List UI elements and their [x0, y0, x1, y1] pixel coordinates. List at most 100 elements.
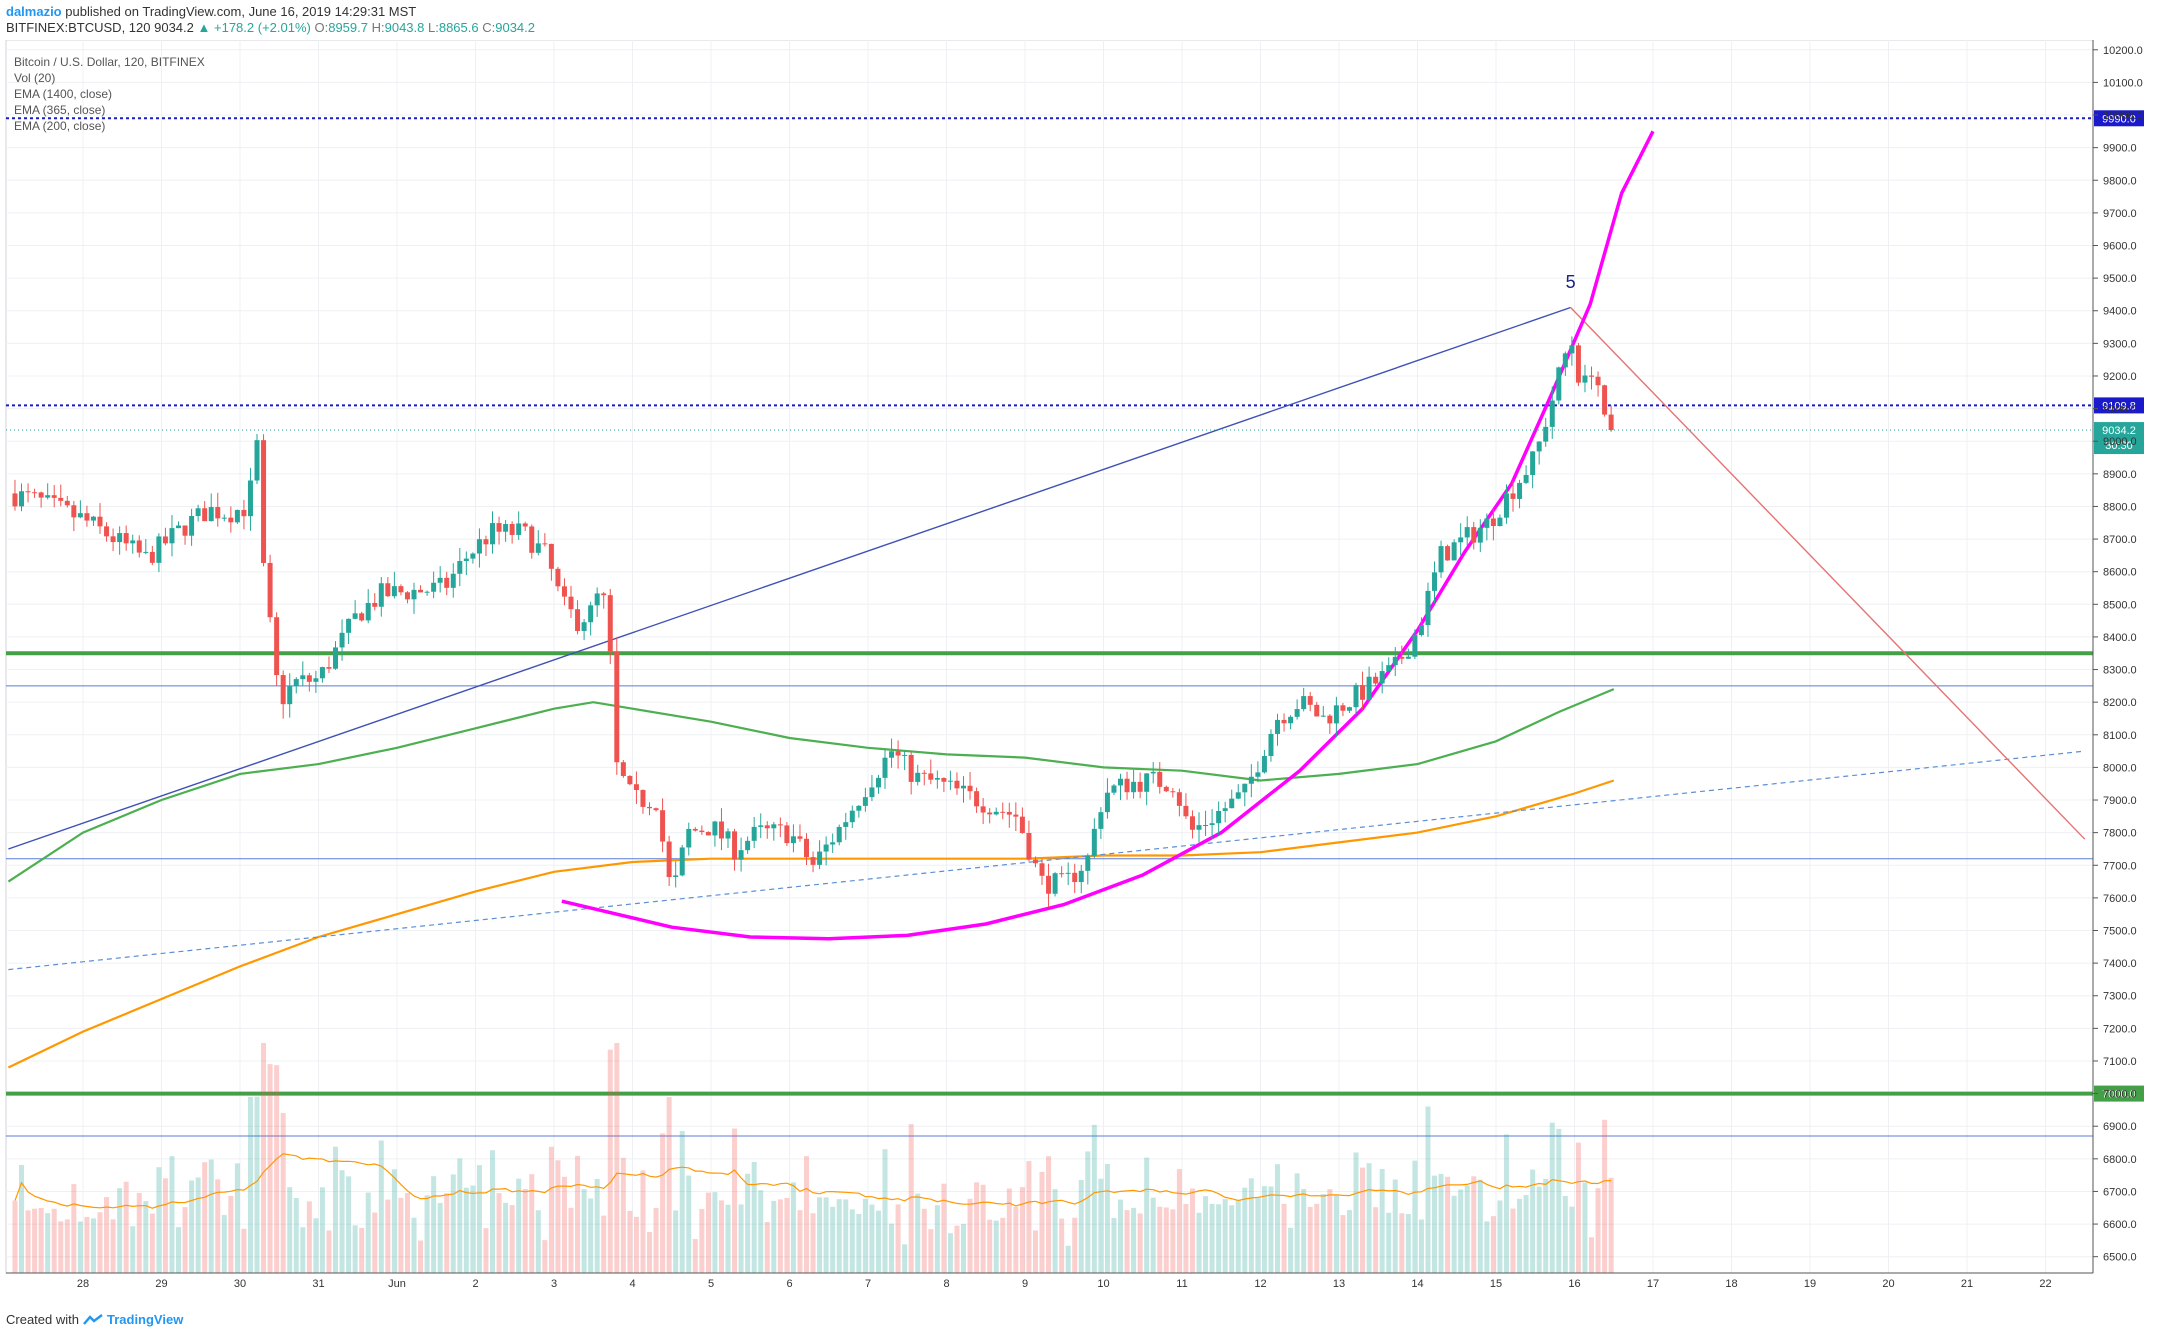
- candle-body: [1059, 873, 1065, 875]
- candle-body: [1026, 833, 1032, 860]
- candle-body: [758, 825, 764, 827]
- volume-bar: [1484, 1221, 1490, 1273]
- volume-bar: [418, 1240, 424, 1273]
- volume-bar: [849, 1209, 855, 1273]
- candle-body: [503, 524, 509, 532]
- candle-body: [19, 491, 25, 507]
- candle-body: [993, 811, 999, 815]
- volume-bar: [149, 1213, 155, 1273]
- volume-bar: [869, 1204, 875, 1273]
- time-tick-label: 8: [943, 1278, 949, 1290]
- volume-bar: [1327, 1189, 1333, 1273]
- candle-body: [339, 632, 345, 648]
- price-tick-label: 6600.0: [2103, 1219, 2137, 1231]
- candle-body: [1589, 375, 1595, 377]
- volume-bar: [535, 1210, 541, 1273]
- volume-bar: [1340, 1215, 1346, 1273]
- candle-body: [653, 808, 659, 811]
- candle-body: [267, 562, 273, 618]
- candle-body: [326, 667, 332, 669]
- time-axis[interactable]: 28 29 30 31 Jun 2 3 4 5 6 7 8 9 10 11 12 13 14 15 16 17 18 19 2…: [6, 1272, 2093, 1290]
- candle-body: [516, 523, 522, 535]
- candle-body: [712, 821, 718, 836]
- candle-body: [104, 526, 110, 537]
- candle-body: [679, 847, 685, 876]
- author-name[interactable]: dalmazio: [6, 4, 62, 19]
- ema-200-line[interactable]: [7, 688, 1615, 883]
- candle-body: [732, 831, 738, 860]
- volume-bar: [843, 1199, 849, 1273]
- volume-bar: [1602, 1119, 1608, 1273]
- candle-body: [12, 493, 18, 507]
- volume-bar: [378, 1140, 384, 1273]
- candle-body: [1111, 785, 1117, 793]
- volume-bar: [221, 1215, 227, 1273]
- volume-bar: [208, 1159, 214, 1273]
- rising-trendline[interactable]: [8, 306, 1571, 850]
- candle-body: [385, 583, 391, 597]
- candle-body: [333, 647, 339, 669]
- candle-body: [182, 525, 188, 536]
- candle-body: [234, 509, 240, 523]
- candle-body: [1549, 400, 1555, 427]
- volume-bar: [1405, 1214, 1411, 1273]
- volume-bar: [496, 1193, 502, 1273]
- grid: [5, 40, 2094, 1274]
- candle-body: [1281, 719, 1287, 724]
- volume-bar: [987, 1219, 993, 1273]
- volume-bar: [1438, 1173, 1444, 1273]
- volume-bar: [1373, 1207, 1379, 1273]
- volume-bar: [1556, 1128, 1562, 1273]
- candle-body: [169, 528, 175, 544]
- up-arrow-icon: ▲: [197, 20, 211, 35]
- tradingview-brand[interactable]: TradingView: [106, 1312, 184, 1327]
- volume-bar: [25, 1210, 31, 1273]
- volume-bar: [575, 1155, 581, 1273]
- candle-body: [1176, 792, 1182, 806]
- candle-body: [1412, 634, 1418, 657]
- dashed-trendline[interactable]: [8, 750, 2085, 971]
- volume-bar: [58, 1221, 64, 1273]
- volume-bar: [614, 1043, 620, 1273]
- volume-bar: [1294, 1173, 1300, 1273]
- plot-frame: [5, 40, 2094, 1274]
- candle-body: [391, 586, 397, 597]
- volume-bar: [1307, 1206, 1313, 1273]
- volume-bar: [1314, 1203, 1320, 1273]
- indicator-label-ema200: EMA (200, close): [14, 119, 105, 133]
- volume-bar: [627, 1210, 633, 1273]
- volume-bar: [202, 1162, 208, 1273]
- time-tick-label: 20: [1882, 1278, 1894, 1290]
- candle-body: [261, 440, 267, 563]
- candle-body: [1013, 814, 1019, 817]
- candle-body: [934, 777, 940, 780]
- time-tick-label: 14: [1411, 1278, 1423, 1290]
- candle-body: [25, 491, 31, 493]
- volume-bar: [542, 1240, 548, 1273]
- volume-bar: [1268, 1186, 1274, 1273]
- volume-bar: [1523, 1195, 1529, 1273]
- candle-body: [928, 773, 934, 780]
- candle-body: [293, 679, 299, 687]
- published-text: published on TradingView.com, June 16, 2…: [65, 4, 417, 19]
- volume-bar: [699, 1208, 705, 1273]
- last-price-tag[interactable]: [2094, 422, 2144, 455]
- volume-bar: [450, 1174, 456, 1273]
- candle-body: [522, 523, 528, 527]
- candle-body: [1379, 671, 1385, 684]
- volume-bar: [607, 1049, 613, 1273]
- candle-body: [588, 605, 594, 623]
- price-axis[interactable]: 6500.0 6600.0 6700.0 6800.0 6900.0 7000.0 7100…: [2092, 40, 2143, 1273]
- candle-body: [686, 828, 692, 848]
- candle-body: [1432, 572, 1438, 591]
- ema-365-line[interactable]: [7, 779, 1615, 1069]
- candle-body: [1451, 542, 1457, 561]
- candle-body: [1091, 828, 1097, 856]
- price-tick-label: 9700.0: [2103, 208, 2137, 220]
- candle-body: [895, 751, 901, 756]
- falling-trendline[interactable]: [1570, 307, 2086, 840]
- time-tick-label: 16: [1568, 1278, 1580, 1290]
- price-level-tag: [2094, 110, 2144, 127]
- volume-bar: [915, 1193, 921, 1273]
